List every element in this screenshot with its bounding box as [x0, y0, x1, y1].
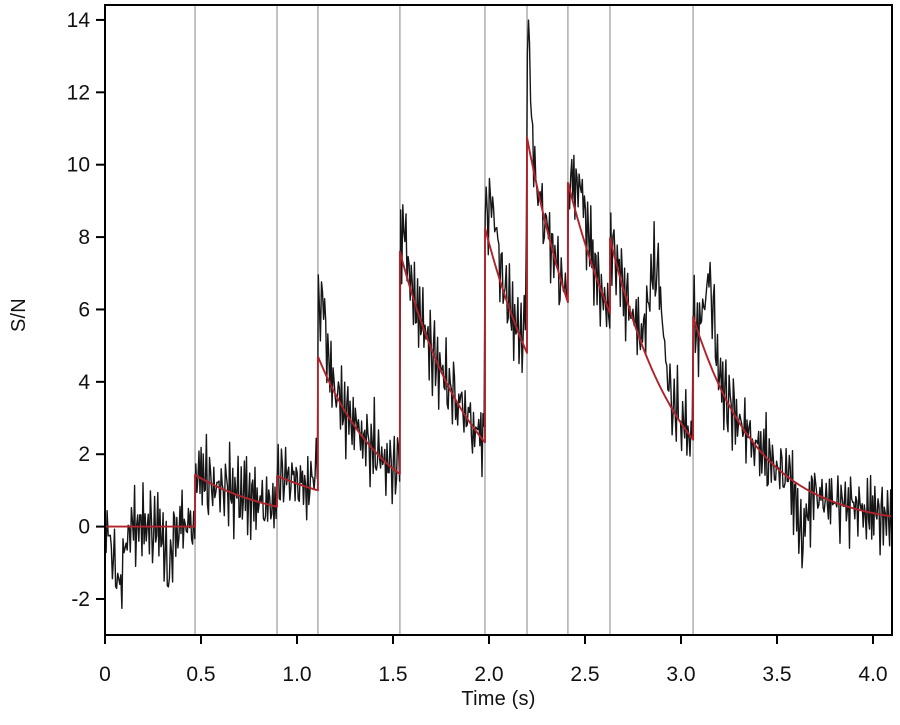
x-axis-title: Time (s) [461, 688, 536, 710]
model-fit-trace [105, 136, 892, 528]
y-tick-label: 14 [67, 9, 91, 32]
x-tick-label: 1.5 [378, 663, 407, 686]
y-tick-label: 4 [78, 371, 90, 394]
x-tick-label: 2.0 [474, 663, 503, 686]
plot-frame [104, 4, 893, 636]
y-tick-label: 12 [67, 81, 90, 104]
y-tick-label: 0 [78, 516, 90, 539]
x-tick-label: 0.5 [186, 663, 215, 686]
y-tick-label: -2 [71, 588, 90, 611]
data-trace [105, 19, 892, 610]
y-axis-title: S/N [7, 298, 30, 332]
x-tick-label: 3.5 [762, 663, 791, 686]
x-tick-label: 3.0 [666, 663, 695, 686]
y-tick-label: 10 [67, 154, 90, 177]
x-tick-label: 1.0 [282, 663, 311, 686]
x-tick-label: 2.5 [570, 663, 599, 686]
y-tick-label: 8 [78, 226, 90, 249]
y-tick-label: 2 [78, 443, 90, 466]
x-tick-label: 4.0 [858, 663, 887, 686]
y-tick-label: 6 [78, 298, 90, 321]
x-tick-label: 0 [99, 663, 111, 686]
